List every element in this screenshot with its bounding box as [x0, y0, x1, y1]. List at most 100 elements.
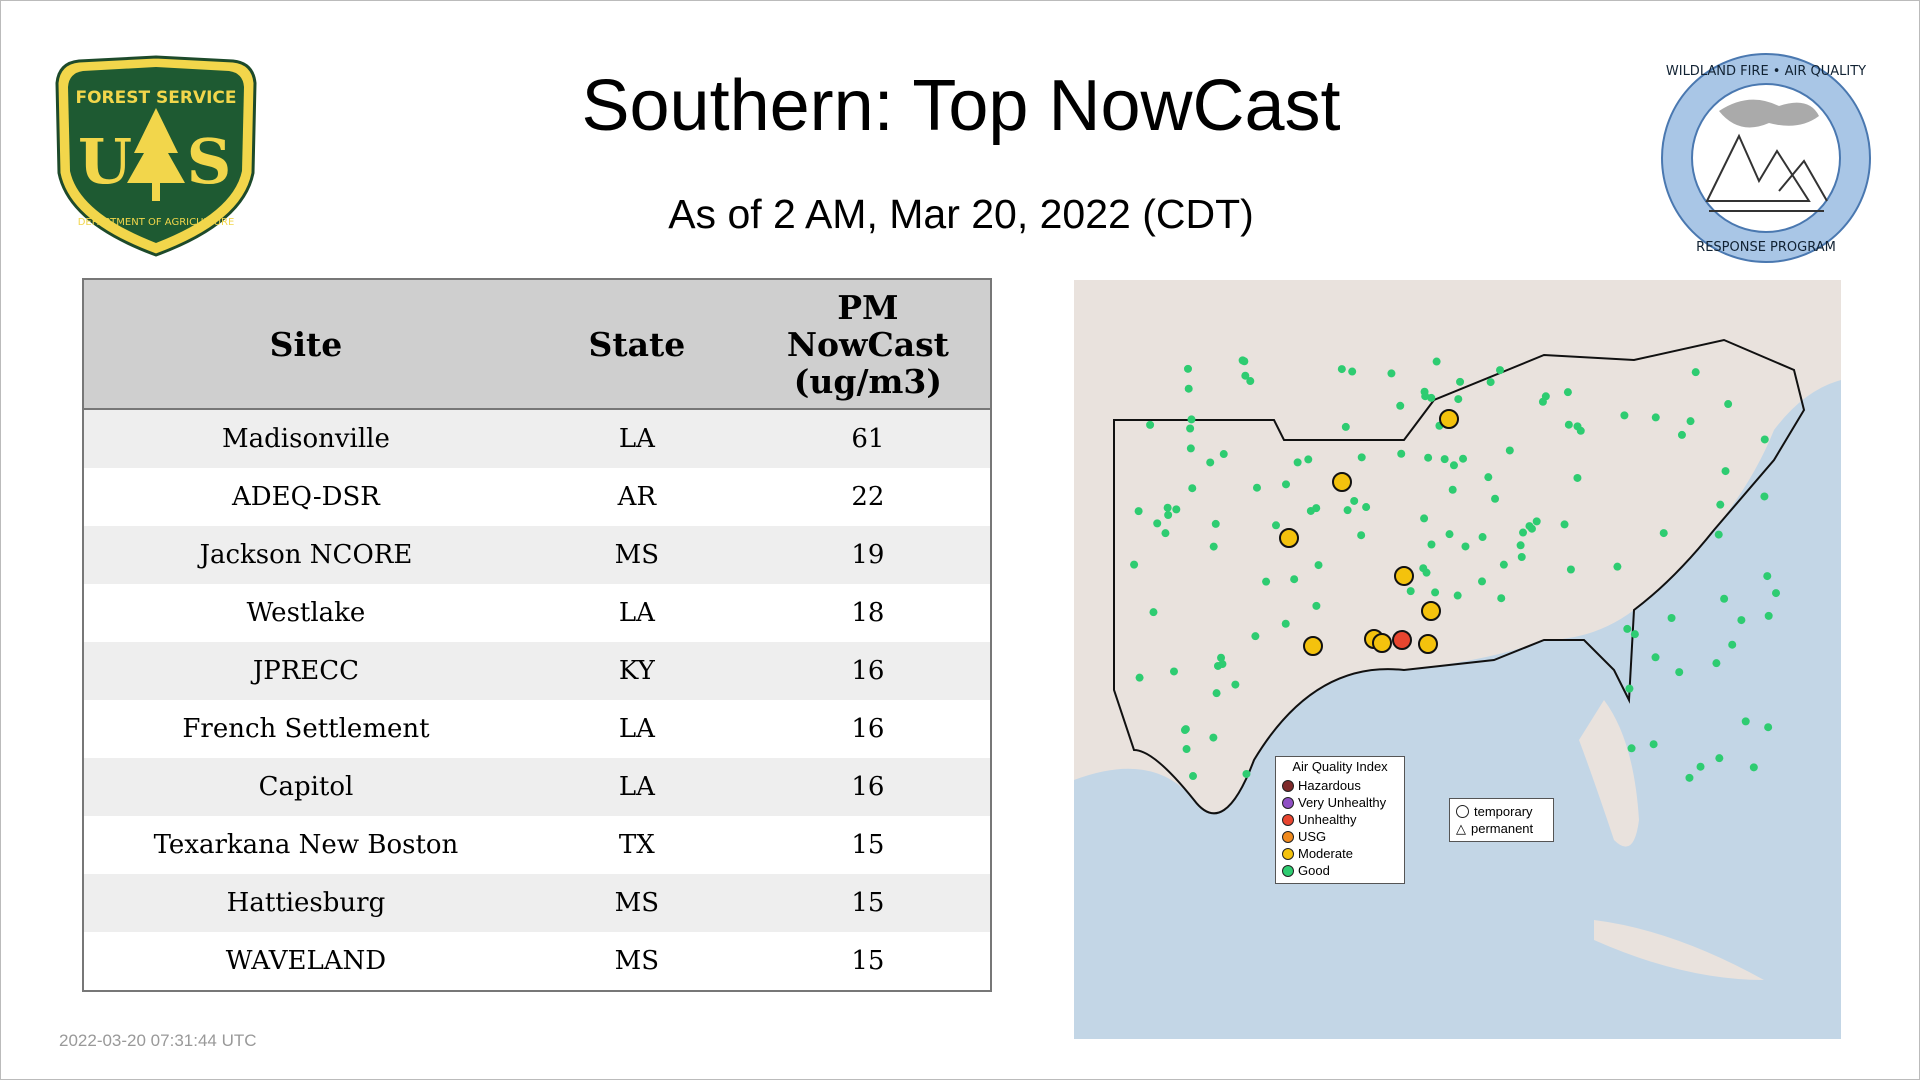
good-marker: [1161, 529, 1170, 538]
state-cell: TX: [527, 816, 746, 874]
good-marker: [1272, 521, 1281, 530]
column-header-nowcast: PM NowCast (ug/m3): [745, 279, 991, 410]
good-marker: [1180, 726, 1189, 735]
good-marker: [1406, 587, 1415, 596]
good-marker: [1187, 415, 1196, 424]
good-marker: [1685, 773, 1694, 782]
good-marker: [1337, 365, 1346, 374]
state-cell: KY: [527, 642, 746, 700]
moderate-marker: [1421, 601, 1441, 621]
table-row: Texarkana New Boston TX 15: [83, 816, 991, 874]
column-header-state: State: [527, 279, 746, 410]
good-marker: [1720, 594, 1729, 603]
good-marker: [1209, 542, 1218, 551]
good-marker: [1484, 473, 1493, 482]
moderate-marker: [1418, 634, 1438, 654]
good-marker: [1290, 575, 1299, 584]
table-row: French Settlement LA 16: [83, 700, 991, 758]
good-marker: [1516, 541, 1525, 550]
good-marker: [1478, 533, 1487, 542]
site-cell: Westlake: [83, 584, 528, 642]
good-marker: [1440, 455, 1449, 464]
good-marker: [1217, 653, 1226, 662]
site-cell: Texarkana New Boston: [83, 816, 528, 874]
good-marker: [1432, 357, 1441, 366]
legend-swatch-icon: [1282, 779, 1294, 792]
good-marker: [1421, 392, 1430, 401]
legend-label: Hazardous: [1298, 778, 1361, 793]
good-marker: [1182, 745, 1191, 754]
good-marker: [1566, 565, 1575, 574]
svg-text:DEPARTMENT OF AGRICULTURE: DEPARTMENT OF AGRICULTURE: [78, 217, 235, 228]
good-marker: [1146, 420, 1155, 429]
good-marker: [1741, 717, 1750, 726]
forest-service-logo: FOREST SERVICE U S DEPARTMENT OF AGRICUL…: [55, 55, 257, 257]
good-marker: [1677, 430, 1686, 439]
good-marker: [1149, 608, 1158, 617]
good-marker: [1630, 630, 1639, 639]
legend-item: Very Unhealthy: [1282, 794, 1398, 811]
good-marker: [1293, 458, 1302, 467]
nowcast-cell: 19: [745, 526, 991, 584]
good-marker: [1764, 723, 1773, 732]
column-header-site: Site: [83, 279, 528, 410]
site-cell: Madisonville: [83, 409, 528, 468]
site-cell: French Settlement: [83, 700, 528, 758]
good-marker: [1764, 611, 1773, 620]
good-marker: [1304, 455, 1313, 464]
state-cell: AR: [527, 468, 746, 526]
circle-icon: [1456, 805, 1469, 818]
table-row: Westlake LA 18: [83, 584, 991, 642]
legend-label: Good: [1298, 863, 1330, 878]
state-cell: LA: [527, 758, 746, 816]
nowcast-cell: 16: [745, 700, 991, 758]
table-row: WAVELAND MS 15: [83, 932, 991, 991]
legend-item: Moderate: [1282, 845, 1398, 862]
good-marker: [1240, 357, 1249, 366]
permanent-label: permanent: [1471, 821, 1534, 836]
good-marker: [1357, 453, 1366, 462]
legend-swatch-icon: [1282, 813, 1294, 826]
nowcast-cell: 18: [745, 584, 991, 642]
svg-text:U: U: [78, 125, 132, 198]
temporary-label: temporary: [1474, 804, 1533, 819]
good-marker: [1419, 564, 1428, 573]
good-marker: [1135, 673, 1144, 682]
svg-text:RESPONSE PROGRAM: RESPONSE PROGRAM: [1696, 240, 1836, 255]
good-marker: [1760, 492, 1769, 501]
good-marker: [1613, 562, 1622, 571]
state-cell: LA: [527, 409, 746, 468]
good-marker: [1737, 616, 1746, 625]
legend-item: Hazardous: [1282, 777, 1398, 794]
good-marker: [1420, 514, 1429, 523]
good-marker: [1505, 446, 1514, 455]
good-marker: [1186, 444, 1195, 453]
good-marker: [1350, 496, 1359, 505]
good-marker: [1627, 744, 1636, 753]
legend-label: Moderate: [1298, 846, 1353, 861]
good-marker: [1362, 503, 1371, 512]
aqi-map[interactable]: [1074, 280, 1841, 1039]
good-marker: [1760, 435, 1769, 444]
column-header-nowcast-label: PM NowCast (ug/m3): [786, 287, 949, 401]
state-cell: MS: [527, 874, 746, 932]
moderate-marker: [1303, 636, 1323, 656]
good-marker: [1188, 484, 1197, 493]
wildland-fire-air-quality-logo: WILDLAND FIRE • AIR QUALITY RESPONSE PRO…: [1661, 53, 1871, 263]
legend-label: Unhealthy: [1298, 812, 1357, 827]
good-marker: [1251, 632, 1260, 641]
good-marker: [1715, 754, 1724, 763]
state-cell: LA: [527, 584, 746, 642]
good-marker: [1130, 560, 1139, 569]
site-cell: Hattiesburg: [83, 874, 528, 932]
good-marker: [1231, 680, 1240, 689]
site-cell: JPRECC: [83, 642, 528, 700]
page-title: Southern: Top NowCast: [581, 66, 1341, 146]
unhealthy-marker: [1392, 630, 1412, 650]
site-cell: WAVELAND: [83, 932, 528, 991]
good-marker: [1211, 519, 1220, 528]
good-marker: [1716, 500, 1725, 509]
site-cell: ADEQ-DSR: [83, 468, 528, 526]
legend-swatch-icon: [1282, 864, 1294, 877]
triangle-icon: △: [1456, 821, 1466, 836]
